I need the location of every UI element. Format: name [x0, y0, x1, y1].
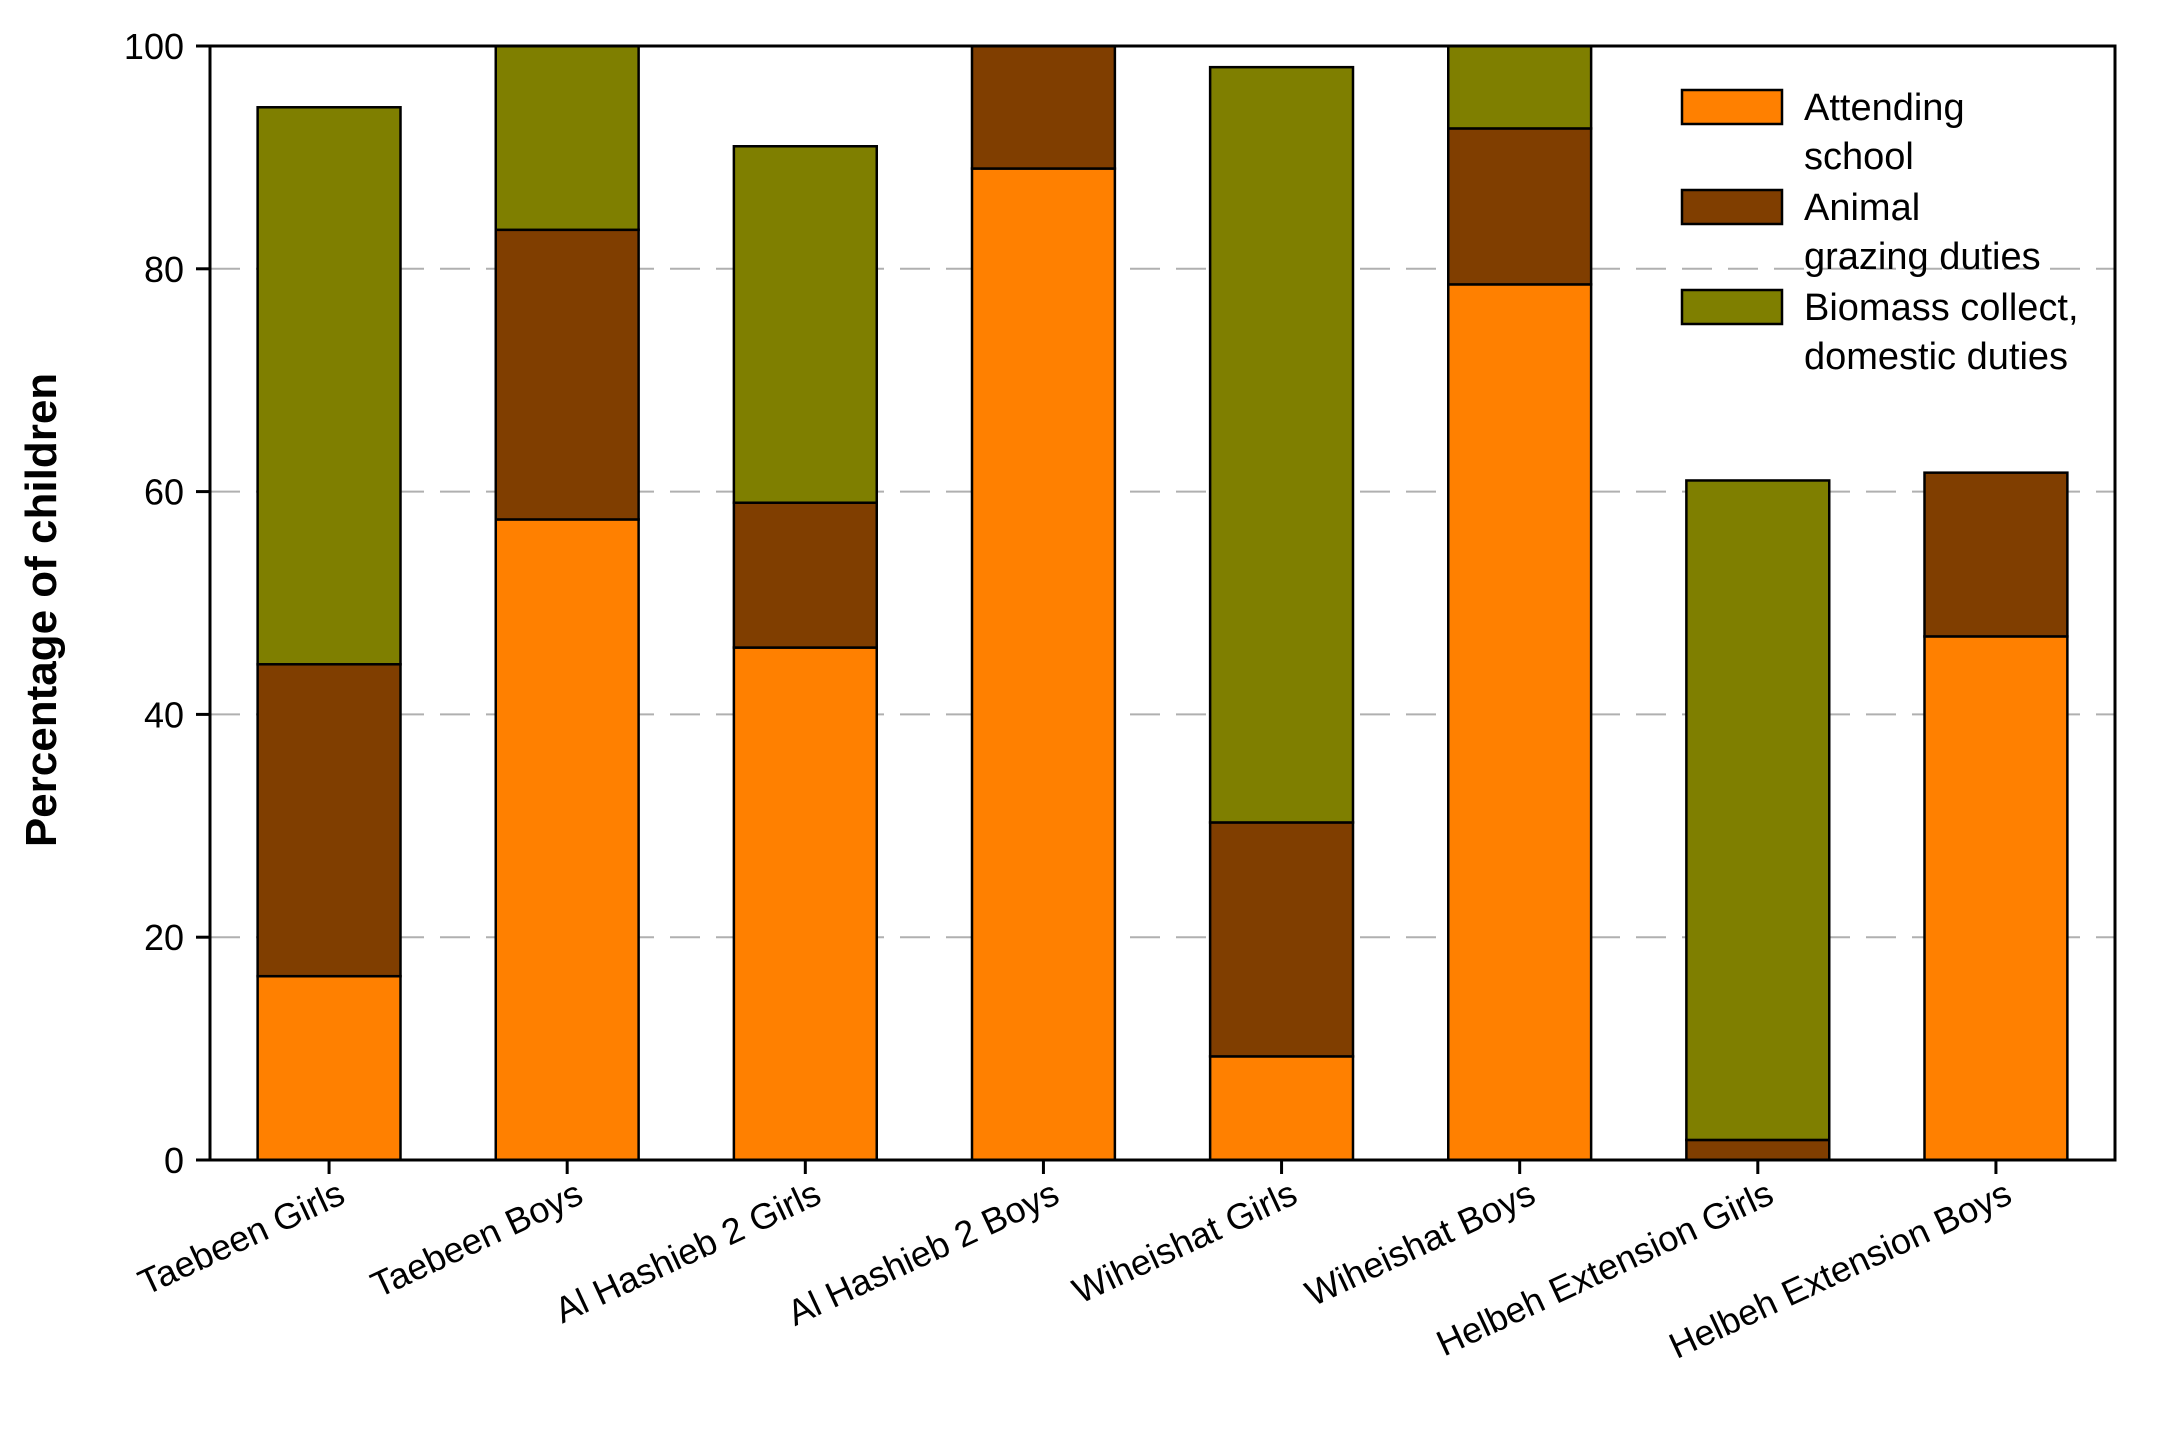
- axis-ticks: 0 20 40 60 80 100: [124, 26, 1998, 1181]
- y-tick-label-60: 60: [144, 472, 184, 513]
- bar-wiheishat-boys-biomass-collect-domestic-duties: [1447, 44, 1593, 130]
- y-tick-label-40: 40: [144, 694, 184, 735]
- legend-swatch-attending-school: [1680, 88, 1784, 126]
- legend-swatch-biomass-collect-domestic-duties: [1680, 288, 1784, 326]
- bar-wiheishat-boys-attending-school: [1447, 283, 1593, 1162]
- bar-taebeen-boys-animal-grazing-duties: [494, 228, 640, 521]
- plot-frame: [208, 44, 2117, 1162]
- y-axis-label: Percentage of children: [17, 373, 66, 847]
- bars: [256, 44, 2069, 1162]
- bar-al-hashieb-2-girls-biomass-collect-domestic-duties: [732, 145, 878, 504]
- bar-al-hashieb-2-girls-animal-grazing-duties: [732, 501, 878, 649]
- bar-al-hashieb-2-boys-animal-grazing-duties: [970, 44, 1117, 170]
- bar-al-hashieb-2-boys-attending-school: [970, 167, 1117, 1162]
- y-tick-label-20: 20: [144, 917, 184, 958]
- legend-swatch-animal-grazing-duties: [1680, 188, 1784, 226]
- bar-al-hashieb-2-girls-attending-school: [732, 646, 878, 1162]
- bar-wiheishat-girls-attending-school: [1208, 1055, 1355, 1162]
- y-tick-label-100: 100: [124, 26, 184, 67]
- bar-wiheishat-girls-biomass-collect-domestic-duties: [1208, 65, 1355, 824]
- x-tick-label-taebeen-boys: Taebeen Boys: [364, 1172, 588, 1306]
- bar-helbeh-extension-boys-animal-grazing-duties: [1923, 471, 2069, 638]
- legend-label-biomass-collect-domestic-duties: Biomass collect, domestic duties: [1804, 287, 2079, 378]
- bar-taebeen-boys-biomass-collect-domestic-duties: [494, 44, 640, 232]
- bar-taebeen-girls-attending-school: [256, 974, 402, 1162]
- bar-taebeen-girls-animal-grazing-duties: [256, 663, 402, 978]
- bar-wiheishat-girls-animal-grazing-duties: [1208, 821, 1355, 1058]
- bar-wiheishat-boys-animal-grazing-duties: [1447, 127, 1593, 286]
- legend-label-animal-grazing-duties: Animal grazing duties: [1804, 187, 2041, 278]
- x-tick-label-wiheishat-girls: Wiheishat Girls: [1066, 1172, 1303, 1311]
- x-tick-label-taebeen-girls: Taebeen Girls: [132, 1172, 351, 1303]
- bar-helbeh-extension-girls-biomass-collect-domestic-duties: [1685, 479, 1831, 1142]
- y-tick-label-80: 80: [144, 249, 184, 290]
- bar-helbeh-extension-boys-attending-school: [1923, 635, 2069, 1162]
- y-tick-label-0: 0: [164, 1140, 184, 1181]
- bar-taebeen-boys-attending-school: [494, 518, 640, 1162]
- x-tick-label-al-hashieb-2-boys: Al Hashieb 2 Boys: [781, 1172, 1065, 1333]
- bar-helbeh-extension-girls-animal-grazing-duties: [1685, 1138, 1831, 1162]
- bar-taebeen-girls-biomass-collect-domestic-duties: [256, 106, 402, 666]
- legend-label-attending-school: Attending school: [1804, 87, 1965, 178]
